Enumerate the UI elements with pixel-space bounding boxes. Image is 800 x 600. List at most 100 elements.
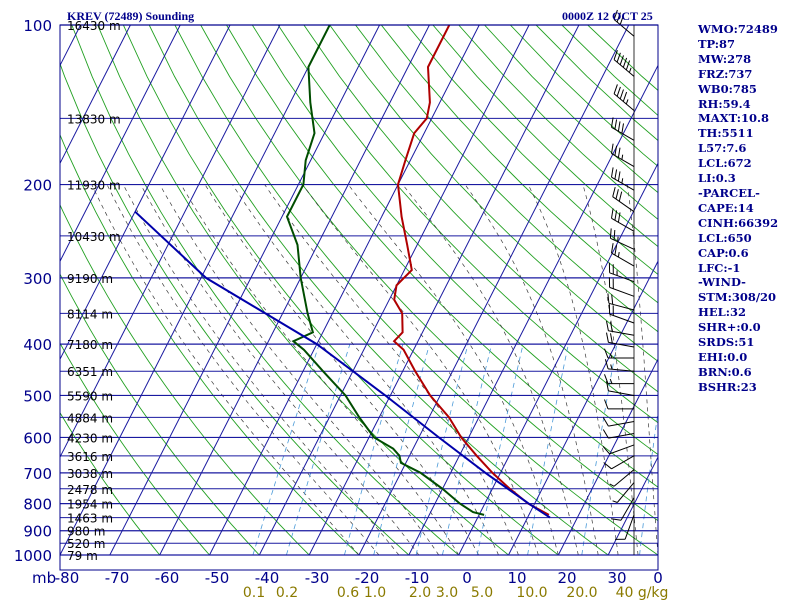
wind-barb-staff: [613, 93, 635, 111]
wind-barb-flag: [610, 333, 613, 344]
wind-barb: [604, 399, 635, 410]
wind-barb-flag: [612, 186, 616, 197]
wind-barb-flag: [622, 57, 628, 68]
index-value: STM:308/20: [698, 290, 777, 305]
temperature-tick-label: -70: [105, 569, 130, 587]
wind-barb: [602, 444, 635, 455]
pressure-unit-label: mb: [32, 569, 56, 587]
wind-barb: [613, 84, 635, 111]
wind-barb-flag: [611, 208, 614, 219]
wind-barb-flag: [617, 171, 621, 182]
wind-barb-flag: [614, 210, 618, 221]
isotherm-line: [60, 25, 331, 556]
wind-barb: [611, 117, 635, 141]
wind-barb-flag: [614, 119, 618, 130]
wind-barb-staff: [608, 433, 635, 439]
wind-barb-staff: [613, 469, 635, 487]
wind-barb-flag: [618, 191, 623, 202]
wind-barb-staff: [611, 252, 635, 267]
pressure-tick-label: 500: [23, 388, 52, 406]
wind-barb-half-flag: [609, 353, 613, 359]
index-value: LCL:672: [698, 156, 752, 171]
index-value: SHR+:0.0: [698, 320, 761, 335]
wind-barb-half-flag: [617, 252, 620, 258]
wind-barb: [609, 469, 635, 487]
mixing-ratio-label: 2.0: [409, 585, 431, 600]
pressure-tick-label: 700: [23, 465, 52, 483]
height-label: 79 m: [67, 549, 98, 563]
wind-barb-flag: [619, 55, 624, 65]
wind-barb-staff: [609, 272, 635, 283]
wind-barb-flag: [625, 60, 631, 71]
wind-barb: [606, 320, 635, 336]
wind-barb-flag: [611, 167, 614, 178]
index-value: LFC:-1: [698, 260, 741, 275]
wind-barb-flag: [609, 228, 612, 239]
plot-border: [59, 24, 659, 571]
temperature-tick-label: -50: [205, 569, 230, 587]
wind-barb: [611, 497, 635, 521]
isotherm-line: [60, 25, 131, 165]
plot-background: [60, 25, 658, 570]
index-value: WMO:72489: [698, 22, 778, 36]
index-value: -PARCEL-: [698, 185, 760, 200]
sounding-profiles: [134, 25, 551, 519]
moist-adiabat: [627, 184, 658, 556]
wind-barbs: [602, 9, 635, 555]
wind-barb-flag: [611, 518, 622, 521]
isotherm-line: [60, 25, 231, 361]
temperature-tick-label: -20: [355, 569, 380, 587]
temperature-tick-label: -80: [55, 569, 80, 587]
wind-barb-staff: [611, 217, 635, 232]
index-value: CAPE:14: [698, 200, 754, 215]
wind-barb-staff: [608, 341, 635, 348]
pressure-tick-label: 300: [23, 270, 52, 288]
height-label: 10430 m: [67, 230, 121, 244]
wind-barb-flag: [602, 429, 609, 439]
wind-barb-half-flag: [628, 67, 632, 73]
wind-barb-flag: [622, 91, 628, 102]
height-label: 16430 m: [67, 19, 121, 33]
wind-barb: [612, 186, 635, 213]
height-label: 4230 m: [67, 431, 113, 445]
wind-barb-flag: [604, 399, 609, 410]
wind-barb-flag: [617, 147, 621, 158]
wind-barb-flag: [611, 294, 614, 305]
wind-barb-flag: [604, 359, 609, 370]
wind-barb: [602, 417, 635, 427]
temperature-tick-label: 0: [462, 569, 472, 587]
mixing-ratio-label: 0.1: [243, 585, 265, 600]
index-value: RH:59.4: [698, 96, 751, 111]
wind-barb-flag: [614, 145, 618, 156]
index-value: BRN:0.6: [698, 364, 752, 379]
wind-barb-flag: [621, 123, 624, 134]
wind-barb-staff: [624, 514, 635, 540]
wind-barb-staff: [608, 421, 635, 427]
index-value: BSHR:23: [698, 379, 757, 394]
index-value: WB0:785: [698, 81, 757, 96]
wind-barb: [606, 381, 635, 396]
height-label: 1463 m: [67, 512, 113, 526]
wind-barb-flag: [613, 229, 616, 241]
chart-title: KREV (72489) Sounding: [67, 9, 194, 23]
wind-barb-flag: [615, 189, 619, 200]
index-value: SRDS:51: [698, 335, 755, 350]
wind-barb-flag: [611, 117, 614, 128]
wind-barb-flag: [617, 121, 621, 132]
moist-adiabat: [347, 184, 559, 556]
wind-barb: [611, 243, 635, 267]
index-value: EHI:0.0: [698, 349, 748, 364]
wind-barb-half-flag: [609, 483, 615, 487]
pressure-tick-label: 900: [23, 523, 52, 541]
isotherm-line: [308, 25, 580, 556]
wind-barb-flag: [613, 50, 618, 60]
wind-barb: [611, 143, 635, 168]
wind-barb: [604, 348, 635, 359]
isotherm-line: [557, 358, 658, 556]
isotherm-line: [607, 455, 658, 556]
wind-barb-flag: [610, 321, 613, 332]
wind-barb: [611, 208, 635, 232]
height-label: 8114 m: [67, 307, 113, 321]
